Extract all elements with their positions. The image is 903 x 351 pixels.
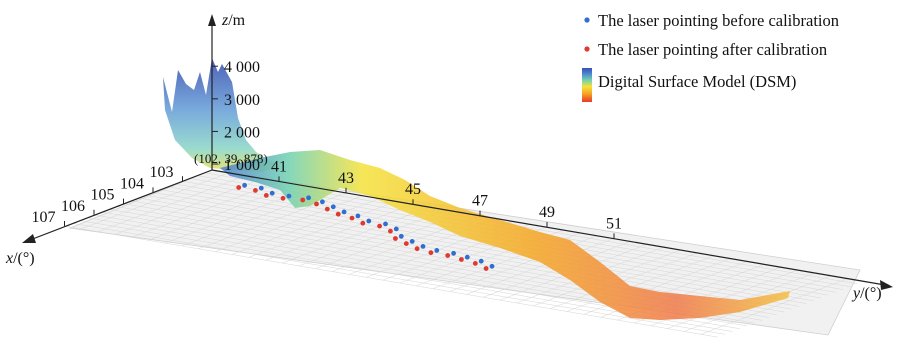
legend-colorbar (582, 68, 592, 102)
point-before-calibration (489, 263, 495, 269)
point-after-calibration (324, 206, 330, 212)
ground-plane (64, 169, 866, 338)
point-after-calibration (349, 215, 355, 221)
y-tick-label: 41 (271, 158, 287, 175)
legend-label-before: The laser pointing before calibration (598, 11, 839, 30)
grid-line (152, 192, 807, 304)
x-tick-label: 105 (91, 187, 115, 204)
y-tick-label: 49 (539, 204, 555, 221)
grid-line (145, 194, 799, 307)
grid-line (71, 222, 726, 335)
point-after-calibration (414, 246, 420, 252)
point-after-calibration (459, 257, 464, 262)
point-before-calibration (409, 239, 415, 244)
z-axis-arrow (208, 14, 216, 26)
z-axis-ticks: 1 000 2 000 3 000 4 000 (212, 59, 260, 174)
x-tick-label: 106 (61, 198, 85, 215)
grid-line (138, 197, 792, 310)
point-before-calibration (306, 195, 311, 201)
x-axis-arrow (22, 234, 36, 243)
y-axis-ticks: 41 43 45 47 49 51 (271, 158, 622, 239)
point-before-calibration (420, 244, 426, 249)
axes (22, 14, 893, 290)
point-after-calibration (483, 266, 489, 271)
legend-marker-before (584, 17, 590, 23)
point-after-calibration (428, 250, 434, 256)
point-after-calibration (314, 201, 319, 207)
point-after-calibration (335, 211, 341, 217)
point-after-calibration (388, 228, 393, 234)
point-before-calibration (286, 193, 292, 199)
point-before-calibration (451, 250, 456, 256)
legend-marker-after (584, 46, 590, 52)
point-after-calibration (300, 197, 306, 203)
point-before-calibration (478, 258, 484, 264)
point-before-calibration (383, 221, 388, 227)
x-axis-ticks: 107 106 105 104 103 (32, 164, 183, 226)
z-tick-label: 1 000 (224, 157, 260, 174)
point-after-calibration (377, 223, 382, 229)
point-before-calibration (434, 248, 440, 253)
dsm-ridge (220, 150, 790, 320)
x-axis-line (29, 169, 213, 241)
point-before-calibration (242, 182, 248, 188)
x-tick-label: 104 (120, 175, 144, 192)
y-axis-label: y/(°) (851, 285, 882, 302)
z-tick-label: 4 000 (224, 59, 260, 76)
point-before-calibration (269, 190, 275, 196)
point-before-calibration (398, 233, 404, 239)
y-axis-arrow (880, 280, 893, 290)
point-after-calibration (360, 220, 366, 226)
point-after-calibration (253, 188, 258, 193)
legend-label-after: The laser pointing after calibration (598, 40, 827, 59)
x-axis-label: x/(°) (5, 250, 35, 267)
y-tick-label: 51 (606, 215, 622, 232)
point-after-calibration (236, 185, 242, 190)
legend: The laser pointing before calibration Th… (582, 11, 839, 102)
z-tick-label: 2 000 (224, 124, 260, 141)
z-axis-label: z/m (221, 12, 246, 29)
grid-line (160, 189, 814, 301)
x-tick-label: 107 (32, 209, 56, 226)
y-axis-line (211, 169, 886, 286)
point-after-calibration (472, 261, 478, 266)
origin-label: (102, 39, 878) (194, 151, 268, 166)
point-after-calibration (393, 236, 398, 241)
point-before-calibration (320, 199, 325, 205)
y-tick-label: 43 (338, 170, 354, 187)
point-after-calibration (280, 195, 286, 201)
legend-label-dsm: Digital Surface Model (DSM) (598, 72, 796, 91)
dsm-peaks (163, 58, 280, 172)
y-tick-label: 45 (405, 181, 421, 198)
grid-line (64, 225, 718, 338)
point-after-calibration (403, 241, 409, 247)
point-before-calibration (341, 209, 347, 215)
grid-line (130, 200, 785, 313)
point-before-calibration (393, 226, 399, 232)
y-tick-label: 47 (472, 193, 488, 210)
point-before-calibration (464, 254, 470, 260)
x-tick-label: 103 (150, 164, 174, 181)
point-before-calibration (330, 204, 336, 210)
laser-points (236, 182, 495, 271)
point-before-calibration (366, 218, 372, 224)
point-before-calibration (355, 213, 361, 219)
z-tick-label: 3 000 (224, 92, 260, 109)
point-after-calibration (445, 253, 451, 258)
point-before-calibration (258, 185, 264, 191)
point-after-calibration (263, 193, 269, 198)
dsm-surface (163, 58, 790, 320)
